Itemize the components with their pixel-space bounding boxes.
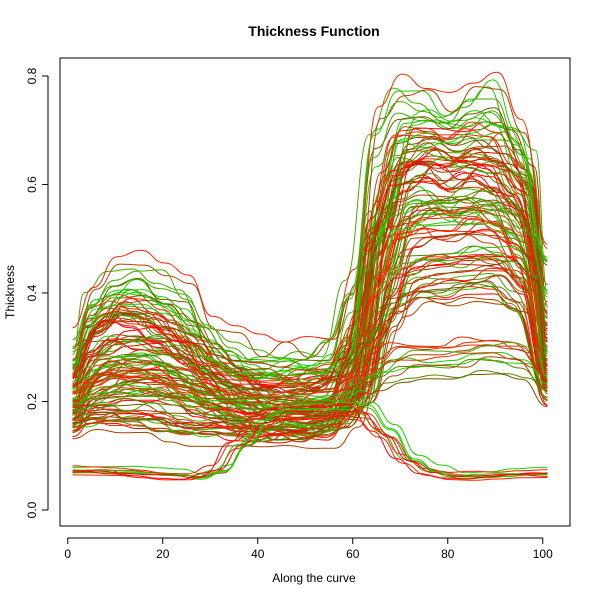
- thickness-curve: [72, 86, 548, 358]
- y-tick-label: 0.4: [25, 284, 39, 301]
- thickness-curve: [72, 123, 548, 377]
- x-tick-label: 40: [251, 547, 265, 561]
- thickness-curve: [72, 344, 548, 401]
- thickness-curve: [72, 136, 548, 394]
- x-tick-label: 20: [156, 547, 170, 561]
- thickness-curve: [72, 341, 548, 400]
- thickness-curve: [72, 280, 548, 433]
- thickness-curve: [72, 149, 548, 407]
- thickness-curve: [72, 417, 548, 481]
- thickness-curve: [72, 156, 548, 388]
- thickness-curve: [72, 257, 548, 430]
- thickness-curve: [72, 110, 548, 363]
- thickness-curve: [72, 255, 548, 421]
- thickness-curve: [72, 351, 548, 406]
- thickness-curve: [72, 256, 548, 429]
- thickness-curve: [72, 260, 548, 441]
- thickness-curve: [72, 208, 548, 416]
- thickness-curve: [72, 128, 548, 382]
- y-tick-label: 0.8: [25, 67, 39, 84]
- thickness-curve: [72, 160, 548, 394]
- thickness-curve: [72, 352, 548, 406]
- thickness-curve: [72, 86, 548, 362]
- thickness-curve: [72, 296, 548, 443]
- thickness-curve: [72, 233, 548, 422]
- thickness-curve: [72, 160, 548, 389]
- x-tick-label: 60: [346, 547, 360, 561]
- y-tick-label: 0.6: [25, 176, 39, 193]
- x-axis-label: Along the curve: [272, 571, 356, 585]
- thickness-curve: [72, 135, 548, 392]
- thickness-curve: [72, 410, 548, 479]
- thickness-curve: [72, 356, 548, 414]
- thickness-curve: [72, 245, 548, 434]
- y-tick-label: 0.0: [25, 501, 39, 518]
- thickness-curve: [72, 155, 548, 377]
- thickness-curve: [72, 403, 548, 479]
- y-tick-label: 0.2: [25, 393, 39, 410]
- thickness-curve: [72, 336, 548, 396]
- chart-title: Thickness Function: [248, 23, 379, 39]
- x-tick-label: 100: [533, 547, 553, 561]
- plot-frame: [59, 57, 571, 527]
- curves-group: [72, 71, 548, 481]
- thickness-curve: [72, 339, 548, 400]
- x-tick-label: 0: [64, 547, 71, 561]
- thickness-curve: [72, 150, 548, 388]
- x-axis: 0 20 40 60 80 100: [64, 537, 553, 561]
- thickness-curve: [72, 142, 548, 393]
- y-axis-label: Thickness: [3, 265, 17, 319]
- thickness-curve: [72, 300, 548, 449]
- thickness-curve: [72, 187, 548, 411]
- thickness-curve: [72, 267, 548, 439]
- thickness-curve: [72, 148, 548, 389]
- thickness-curve: [72, 117, 548, 371]
- thickness-curve: [72, 121, 548, 381]
- thickness-curve: [72, 79, 548, 381]
- thickness-curve: [72, 228, 548, 417]
- thickness-curve: [72, 369, 548, 418]
- thickness-curve: [72, 159, 548, 402]
- thickness-curve: [72, 176, 548, 400]
- thickness-curve: [72, 107, 548, 368]
- y-axis: 0.0 0.2 0.4 0.6 0.8: [25, 67, 49, 518]
- thickness-curve: [72, 404, 548, 480]
- x-tick-label: 80: [441, 547, 455, 561]
- thickness-curve: [72, 71, 548, 343]
